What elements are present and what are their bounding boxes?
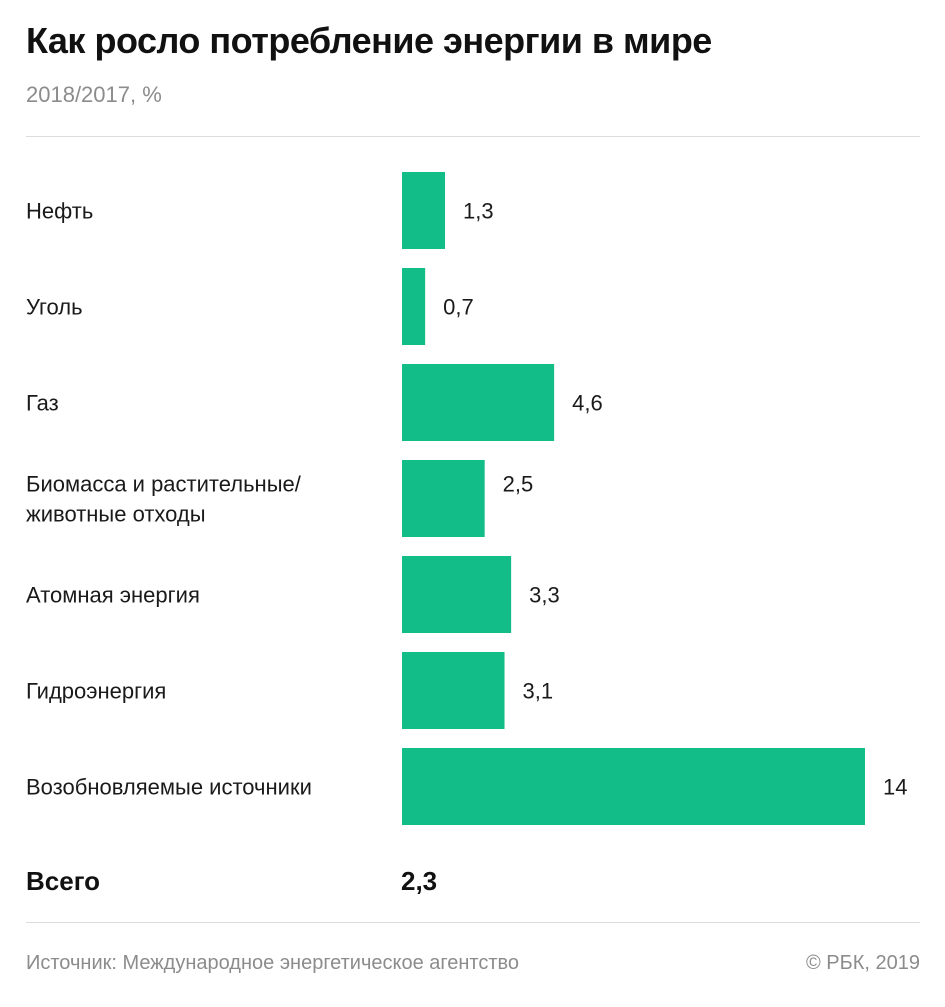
total-value: 2,3 [401,866,438,896]
category-label-1: Нефть [26,199,93,224]
bar-6 [402,652,505,729]
value-label-2: 0,7 [443,295,474,320]
bar-chart: Нефть 1,3 Уголь 0,7 Газ 4,6 Биомасса и растите… [26,172,907,825]
value-label-4: 2,5 [503,472,534,497]
category-label-7: Возобновляемые источники [26,775,312,800]
top-divider [26,136,920,137]
bar-2 [402,268,426,345]
category-label-6: Гидроэнергия [26,679,166,704]
value-label-5: 3,3 [529,583,560,608]
value-label-1: 1,3 [463,199,494,224]
value-label-3: 4,6 [572,391,603,416]
copyright-note: © РБК, 2019 [805,952,920,974]
bottom-divider [26,922,920,923]
chart-subtitle: 2018/2017, % [26,82,162,107]
bar-3 [402,364,555,441]
category-label-4: Биомасса и растительные/животные отходы [26,472,302,527]
bar-7 [402,748,865,825]
category-label-3: Газ [26,391,59,416]
value-label-6: 3,1 [523,679,554,704]
total-label: Всего [26,866,101,896]
category-label-5: Атомная энергия [26,583,200,608]
chart-title: Как росло потребление энергии в мире [26,20,712,61]
bar-5 [402,556,512,633]
value-label-7: 14 [883,775,907,800]
bar-4 [402,460,485,537]
category-label-2: Уголь [26,295,83,320]
bar-1 [402,172,445,249]
source-note: Источник: Международное энергетическое а… [26,952,520,974]
